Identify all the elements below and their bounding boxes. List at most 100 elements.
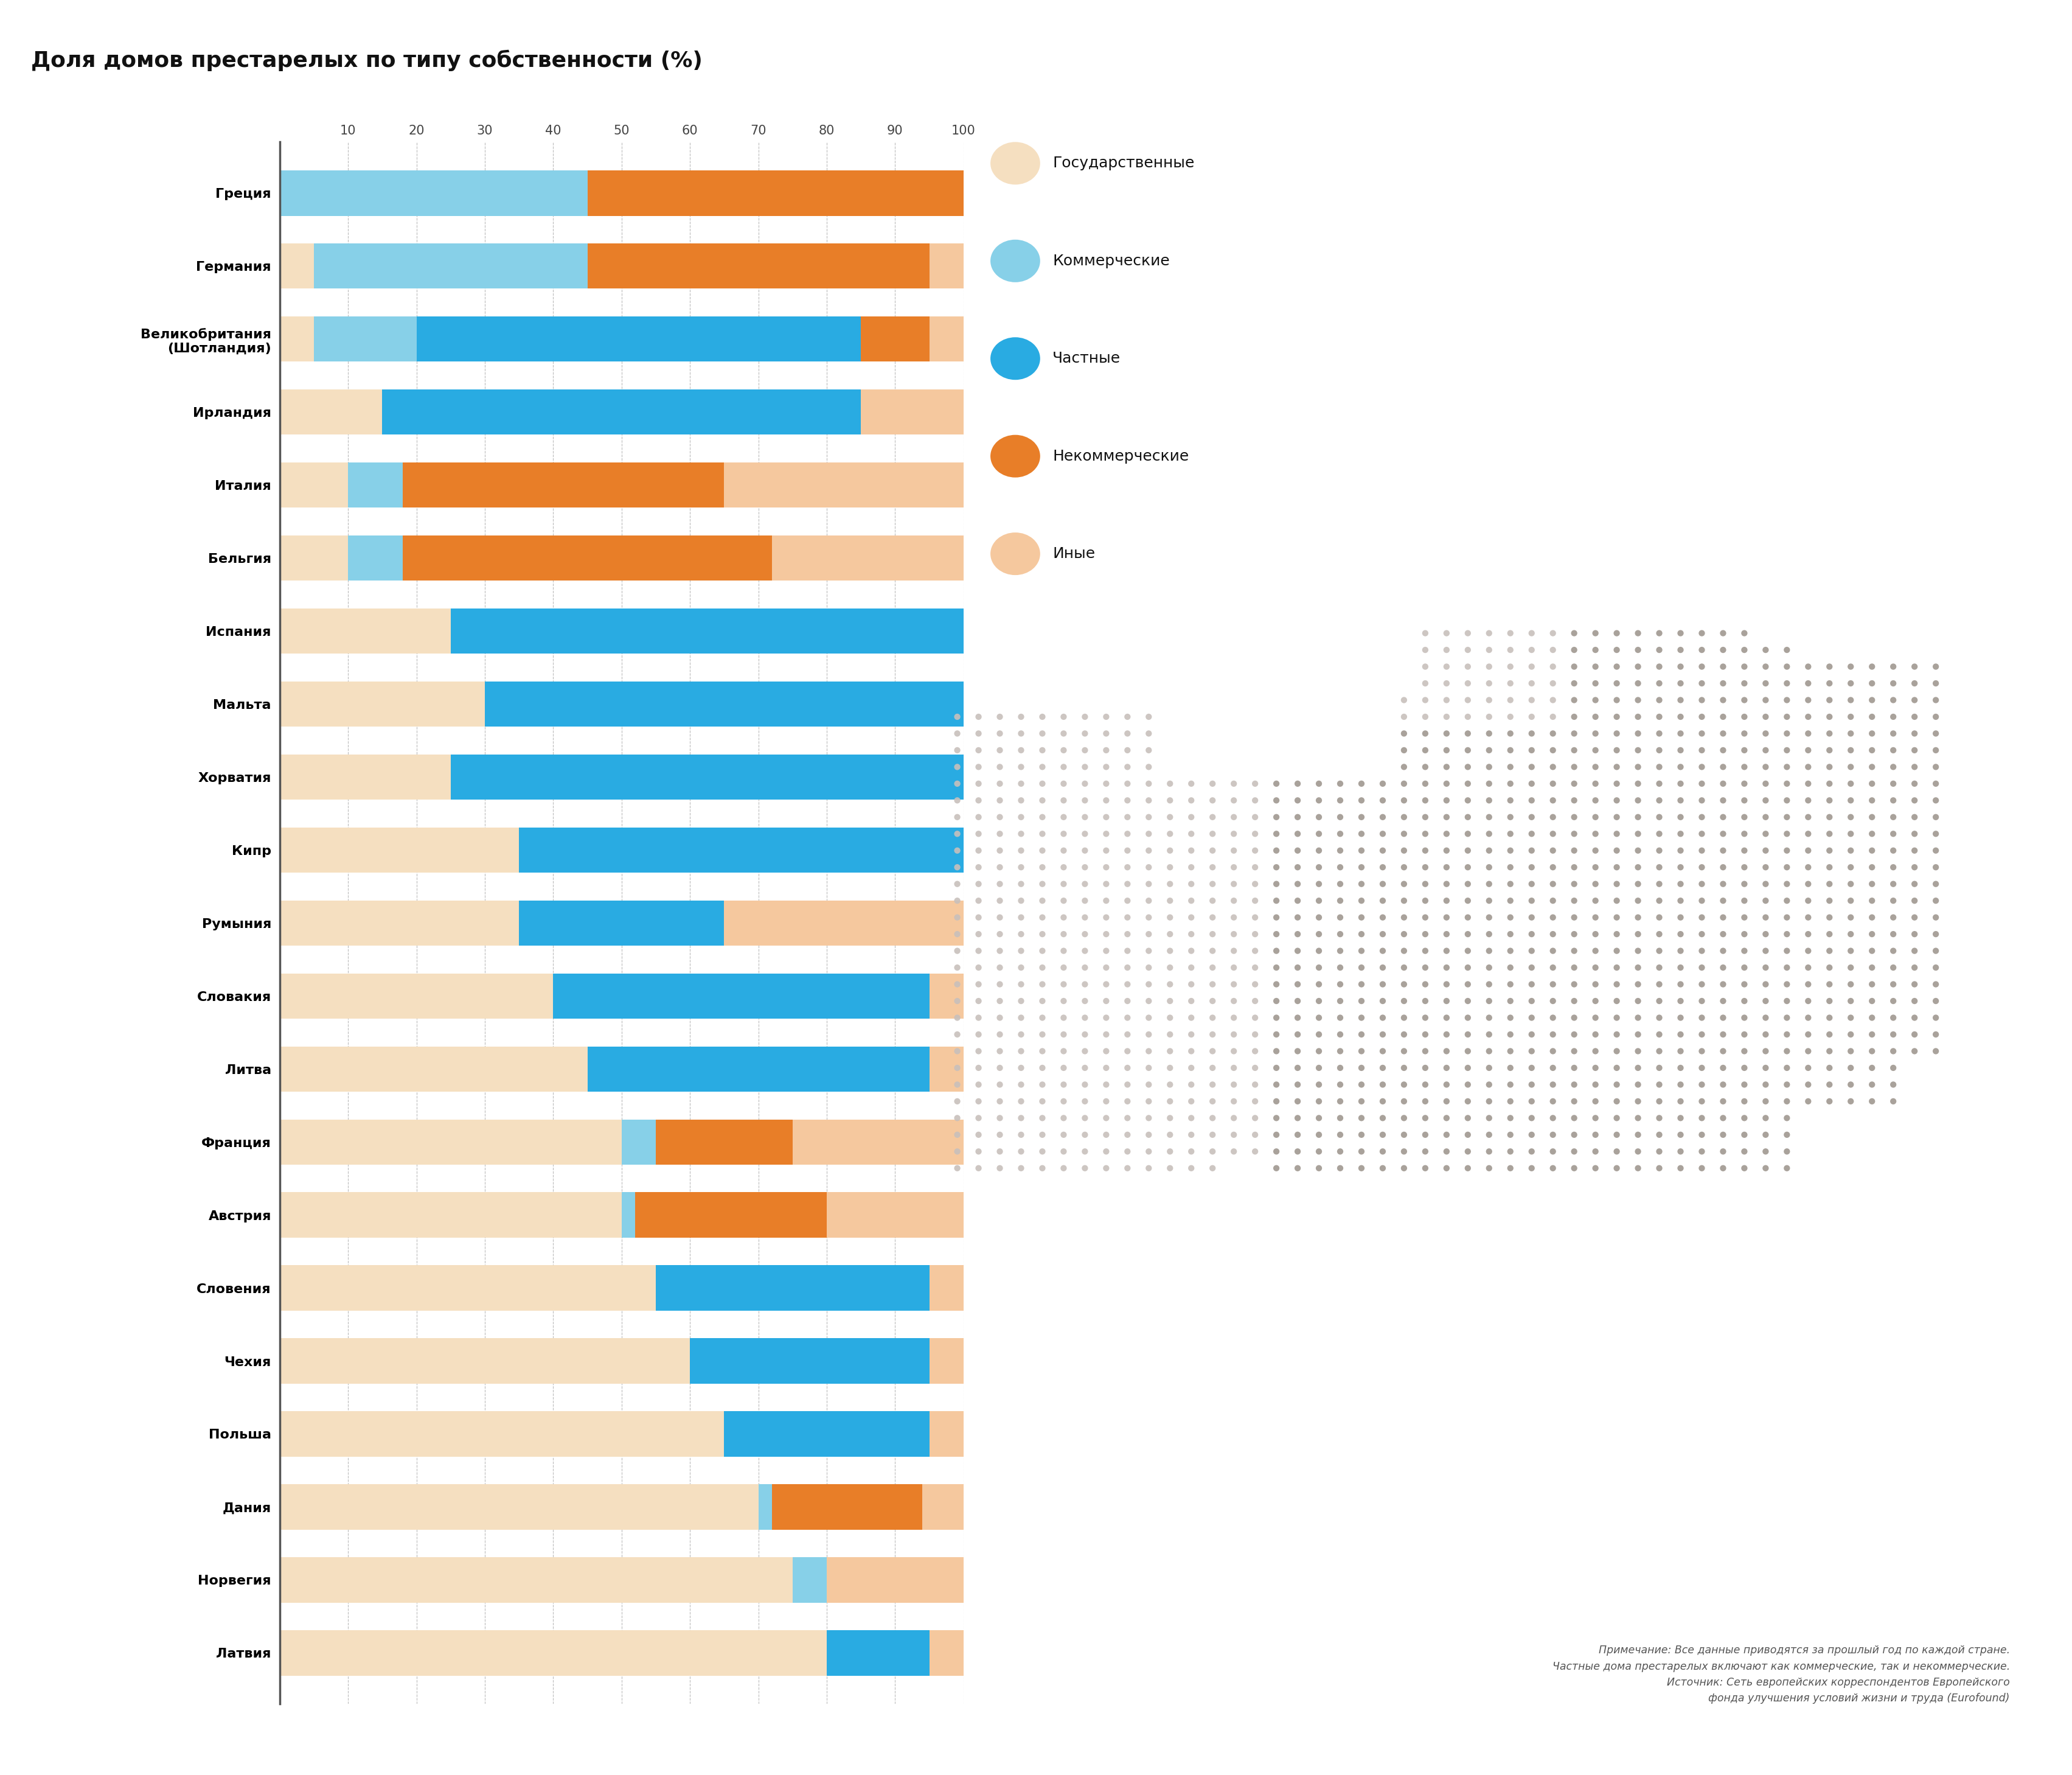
- Point: [984, 1138, 1017, 1166]
- Point: [1345, 953, 1378, 982]
- Point: [1430, 886, 1463, 914]
- Point: [1324, 1003, 1357, 1031]
- Point: [1792, 836, 1825, 864]
- Point: [1005, 1086, 1038, 1115]
- Point: [1834, 870, 1867, 898]
- Point: [1026, 820, 1059, 848]
- Point: [1409, 1120, 1442, 1148]
- Point: [1388, 737, 1421, 765]
- Point: [1196, 1054, 1229, 1083]
- Bar: [280, 536, 348, 580]
- Point: [1834, 1037, 1867, 1065]
- Point: [1535, 719, 1569, 747]
- Point: [1579, 971, 1612, 999]
- Point: [1388, 719, 1421, 747]
- Point: [1090, 1003, 1123, 1031]
- Point: [1260, 987, 1293, 1015]
- Point: [1707, 669, 1740, 698]
- Point: [984, 1120, 1017, 1148]
- Point: [1324, 886, 1357, 914]
- Point: [1834, 786, 1867, 815]
- Point: [1280, 1120, 1314, 1148]
- Bar: [622, 1120, 657, 1164]
- Point: [1175, 854, 1208, 882]
- Point: [1046, 1138, 1080, 1166]
- Point: [1260, 937, 1293, 966]
- Point: [1494, 1086, 1527, 1115]
- Point: [1685, 820, 1718, 848]
- Point: [1005, 802, 1038, 831]
- Point: [1280, 1021, 1314, 1049]
- Point: [1813, 1037, 1846, 1065]
- Point: [1707, 786, 1740, 815]
- Point: [1303, 1054, 1336, 1083]
- Point: [1854, 1037, 1888, 1065]
- Bar: [928, 1411, 963, 1457]
- Point: [1749, 971, 1782, 999]
- Point: [1303, 1037, 1336, 1065]
- Point: [1409, 786, 1442, 815]
- Point: [1239, 1037, 1272, 1065]
- Point: [1854, 769, 1888, 797]
- Bar: [381, 389, 862, 435]
- Bar: [280, 1193, 622, 1237]
- Point: [1388, 886, 1421, 914]
- Point: [1664, 870, 1697, 898]
- Point: [1026, 1054, 1059, 1083]
- Bar: [792, 1557, 827, 1603]
- Point: [1090, 703, 1123, 731]
- Point: [1365, 1054, 1399, 1083]
- Point: [961, 987, 995, 1015]
- Point: [1026, 1104, 1059, 1132]
- Point: [1409, 886, 1442, 914]
- Point: [1388, 802, 1421, 831]
- Point: [1005, 1021, 1038, 1049]
- Point: [1111, 919, 1144, 948]
- Point: [1216, 1120, 1249, 1148]
- Point: [1558, 953, 1591, 982]
- Point: [1600, 737, 1633, 765]
- Point: [1494, 802, 1527, 831]
- Point: [1069, 971, 1102, 999]
- Point: [1005, 1037, 1038, 1065]
- Point: [1728, 635, 1761, 664]
- Point: [1749, 1021, 1782, 1049]
- Point: [1813, 769, 1846, 797]
- Point: [1643, 886, 1676, 914]
- Point: [1579, 769, 1612, 797]
- Point: [1239, 903, 1272, 932]
- Point: [1558, 987, 1591, 1015]
- Point: [1409, 703, 1442, 731]
- Point: [1026, 1003, 1059, 1031]
- Point: [941, 802, 974, 831]
- Point: [1792, 854, 1825, 882]
- Point: [984, 919, 1017, 948]
- Point: [1515, 987, 1548, 1015]
- Point: [1579, 685, 1612, 714]
- Point: [1280, 802, 1314, 831]
- Point: [1111, 703, 1144, 731]
- Point: [1239, 971, 1272, 999]
- Point: [1558, 719, 1591, 747]
- Point: [1792, 886, 1825, 914]
- Point: [1558, 802, 1591, 831]
- Point: [1919, 953, 1952, 982]
- Point: [941, 987, 974, 1015]
- Point: [1535, 836, 1569, 864]
- Point: [1535, 1070, 1569, 1099]
- Point: [1473, 703, 1506, 731]
- Point: [1535, 786, 1569, 815]
- Point: [1898, 669, 1931, 698]
- Point: [1365, 769, 1399, 797]
- Point: [1685, 619, 1718, 648]
- Point: [1749, 1120, 1782, 1148]
- Bar: [280, 900, 518, 946]
- Point: [1388, 685, 1421, 714]
- Point: [1345, 820, 1378, 848]
- Point: [1388, 870, 1421, 898]
- Point: [961, 1120, 995, 1148]
- Point: [984, 836, 1017, 864]
- Point: [1728, 987, 1761, 1015]
- Point: [1154, 870, 1187, 898]
- Point: [1345, 1104, 1378, 1132]
